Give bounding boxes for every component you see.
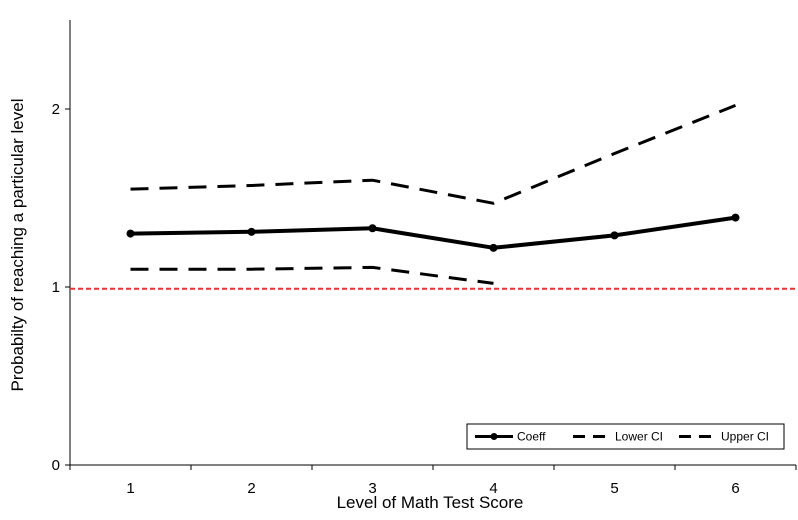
x-tick-label: 1 xyxy=(126,480,134,497)
legend-label: Lower CI xyxy=(615,430,663,444)
y-tick-label: 1 xyxy=(52,279,60,296)
y-tick-labels: 0 1 2 xyxy=(52,101,60,474)
x-tick-label: 4 xyxy=(489,480,497,497)
series-line-lower-ci xyxy=(130,265,494,285)
y-tick-label: 0 xyxy=(52,457,60,474)
legend-marker xyxy=(490,433,498,440)
coeff-point xyxy=(126,229,135,238)
y-tick-label: 2 xyxy=(52,101,60,118)
coeff-point xyxy=(731,213,740,222)
coeff-point xyxy=(247,227,256,236)
series-group xyxy=(126,104,740,285)
series-line-upper-ci xyxy=(130,104,737,205)
coeff-point xyxy=(610,231,619,240)
x-tick-label: 2 xyxy=(247,480,255,497)
axes xyxy=(65,20,797,470)
legend: Coeff Lower CI Upper CI xyxy=(466,423,785,450)
coeff-point xyxy=(368,224,377,233)
coeff-point xyxy=(489,243,498,252)
x-tick-label: 5 xyxy=(610,480,618,497)
x-tick-label: 6 xyxy=(731,480,739,497)
x-tick-labels: 1 2 3 4 5 6 xyxy=(126,480,739,497)
series-line-coeff xyxy=(130,215,736,250)
x-axis-label: Level of Math Test Score xyxy=(337,493,524,512)
y-axis-label: Probabilty of reaching a particular leve… xyxy=(8,99,27,392)
legend-box xyxy=(466,423,785,450)
legend-label: Upper CI xyxy=(721,430,769,444)
legend-label: Coeff xyxy=(517,430,546,444)
x-tick-label: 3 xyxy=(368,480,376,497)
